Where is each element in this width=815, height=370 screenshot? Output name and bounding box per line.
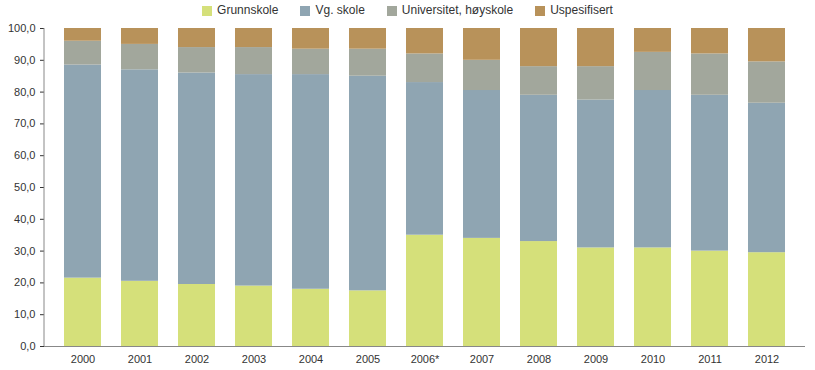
html-text:Vg. skole: Vg. skole	[315, 3, 365, 17]
svg-text:2007: 2007	[470, 353, 494, 365]
svg-text:60,0: 60,0	[14, 149, 35, 161]
html-text:Grunnskole: Grunnskole	[217, 3, 279, 17]
svg-text:2006*: 2006*	[411, 353, 440, 365]
svg-text:40,0: 40,0	[14, 213, 35, 225]
svg-text:2010: 2010	[641, 353, 665, 365]
svg-text:2000: 2000	[71, 353, 95, 365]
svg-text:70,0: 70,0	[14, 117, 35, 129]
svg-text:2001: 2001	[128, 353, 152, 365]
svg-text:2009: 2009	[584, 353, 608, 365]
html-text:Universitet, høyskole: Universitet, høyskole	[401, 3, 514, 17]
svg-text:2011: 2011	[698, 353, 722, 365]
svg-text:50,0: 50,0	[14, 181, 35, 193]
svg-text:90,0: 90,0	[14, 54, 35, 66]
svg-text:100,0: 100,0	[8, 22, 36, 34]
svg-text:2002: 2002	[185, 353, 209, 365]
svg-text:80,0: 80,0	[14, 86, 35, 98]
svg-text:30,0: 30,0	[14, 245, 35, 257]
svg-text:2003: 2003	[242, 353, 266, 365]
svg-text:2005: 2005	[356, 353, 380, 365]
svg-text:2012: 2012	[755, 353, 779, 365]
svg-text:2004: 2004	[299, 353, 323, 365]
svg-text:2008: 2008	[527, 353, 551, 365]
svg-text:10,0: 10,0	[14, 308, 35, 320]
html-text:Uspesifisert: Uspesifisert	[550, 3, 613, 17]
svg-text:0,0: 0,0	[20, 340, 35, 352]
svg-text:20,0: 20,0	[14, 276, 35, 288]
